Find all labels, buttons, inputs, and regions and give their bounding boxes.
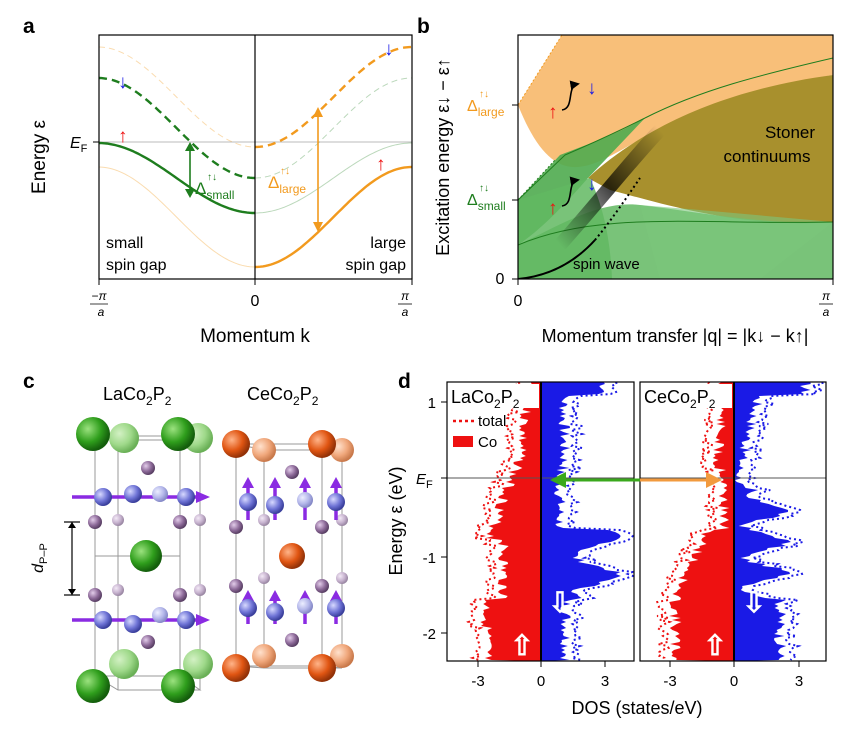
dos-axis-label: DOS (states/eV) [571, 698, 702, 718]
momentum-transfer-axis-label: Momentum transfer |q| = |k↓ − k↑| [542, 326, 809, 346]
panel-c: c LaCo2P2 CeCo2P2 [23, 370, 354, 703]
ceco-unit-cell [222, 430, 354, 682]
svg-text:a: a [98, 305, 105, 319]
spin-down-arrow: ↓ [384, 39, 394, 60]
x-tick: -3 [663, 673, 676, 690]
panel-a-letter: a [23, 15, 35, 38]
x-tick-pi: π a [398, 289, 412, 319]
green-spin-down-band [99, 76, 256, 180]
svg-text:−π: −π [91, 289, 107, 303]
x-tick-zero: 0 [251, 293, 260, 310]
fermi-level-label: EF [70, 135, 88, 155]
panel-d-letter: d [398, 370, 411, 393]
y-tick-minus1: -1 [423, 550, 436, 567]
dos-ce [655, 382, 826, 661]
panel-b-letter: b [417, 15, 430, 38]
x-tick-neg-pi: −π a [90, 289, 108, 319]
spin-flip-arrow-icon [561, 80, 580, 111]
spin-wave-curve [518, 239, 596, 279]
dos-la [466, 382, 634, 661]
x-tick-pi: π a [819, 289, 833, 319]
small-gap-label: Δsmall [195, 179, 234, 202]
spin-down-arrow: ↓ [587, 78, 597, 99]
fermi-level-label-d: EF [416, 471, 433, 491]
y-tick-zero: 0 [496, 271, 505, 288]
svg-text:a: a [823, 305, 830, 319]
large-gap-label: Δlarge [268, 173, 306, 196]
spin-down-arrow: ↓ [587, 174, 597, 195]
stoner-label: continuums [724, 147, 811, 166]
crystal-label-la: LaCo2P2 [103, 384, 172, 408]
orange-spin-up-band [254, 165, 412, 269]
large-gap-note: large [370, 235, 406, 252]
stoner-continuum-overlap [588, 75, 833, 224]
svg-text:a: a [402, 305, 409, 319]
large-gap-label-b: Δlarge [467, 98, 505, 119]
spin-flip-arrow-icon [561, 176, 580, 207]
energy-axis-label: Energy ε [29, 119, 50, 193]
x-tick: 0 [537, 673, 545, 690]
panel-d: d LaCo2P2 CeCo2P2 total Co [386, 370, 827, 718]
lacop-unit-cell: dP–P [30, 417, 213, 703]
dos-energy-axis-label: Energy ε (eV) [386, 466, 406, 575]
spin-up-arrow: ↑ [118, 126, 128, 147]
x-tick-zero: 0 [514, 293, 523, 310]
svg-text:π: π [822, 289, 831, 303]
x-tick: 0 [730, 673, 738, 690]
spin-up-icon: ⇧ [703, 630, 726, 661]
spin-wave-label: spin wave [573, 256, 640, 273]
gap-superscript: ↑↓ [280, 166, 290, 177]
small-gap-note: spin gap [106, 257, 167, 274]
panel-c-letter: c [23, 370, 35, 393]
orange-spin-down-band [254, 45, 412, 149]
gap-superscript: ↑↓ [479, 183, 489, 194]
gap-superscript: ↑↓ [207, 172, 217, 183]
x-tick: 3 [601, 673, 609, 690]
spin-down-icon: ⇩ [742, 587, 765, 618]
crystal-label-ce: CeCo2P2 [247, 384, 319, 408]
stoner-label: Stoner [765, 123, 815, 142]
dpp-label: dP–P [30, 543, 50, 573]
momentum-axis-label: Momentum k [200, 326, 310, 347]
x-tick: -3 [471, 673, 484, 690]
small-gap-note: small [106, 235, 143, 252]
svg-text:π: π [401, 289, 410, 303]
stoner-continuum-large [518, 35, 833, 168]
spin-up-icon: ⇧ [510, 630, 533, 661]
gap-superscript: ↑↓ [479, 89, 489, 100]
small-gap-label-b: Δsmall [467, 192, 506, 213]
spin-up-arrow: ↑ [548, 198, 558, 219]
legend-co: Co [478, 434, 497, 451]
legend-total: total [478, 413, 506, 430]
y-tick-minus2: -2 [423, 626, 436, 643]
x-tick: 3 [795, 673, 803, 690]
green-spin-up-band [99, 141, 255, 215]
spin-up-arrow: ↑ [376, 154, 386, 175]
panel-a: a ↓ ↑ ↓ ↑ Δsmall ↑↓ Δlarge ↑↓ small s [23, 15, 413, 347]
spin-up-arrow: ↑ [548, 102, 558, 123]
spin-down-arrow: ↓ [118, 72, 128, 93]
y-tick-1: 1 [428, 395, 436, 412]
band-structure [99, 45, 412, 269]
spin-down-icon: ⇩ [548, 587, 571, 618]
panel-b: b 0 Δlarge ↑↓ Δsmall ↑↓ ↑ ↓ [417, 15, 834, 346]
excitation-axis-label: Excitation energy ε↓ − ε↑ [433, 58, 453, 256]
large-gap-note: spin gap [346, 257, 407, 274]
